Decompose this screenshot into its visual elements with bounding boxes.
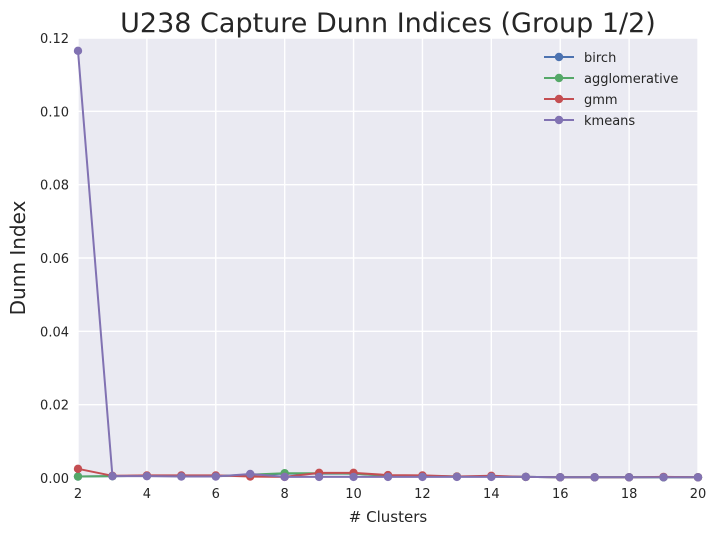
legend-entry-agglomerative: agglomerative <box>544 72 678 87</box>
data-point-kmeans <box>349 472 358 482</box>
series-kmeans <box>73 46 703 482</box>
x-tick-label: 6 <box>212 487 220 502</box>
chart-title: U238 Capture Dunn Indices (Group 1/2) <box>120 8 656 39</box>
data-point-kmeans <box>487 472 496 482</box>
x-tick-label: 8 <box>281 487 289 502</box>
legend-entry-birch: birch <box>544 51 616 66</box>
legend-label-kmeans: kmeans <box>584 114 635 129</box>
y-tick-label: 0.02 <box>40 399 69 414</box>
y-tick-label: 0.06 <box>40 252 69 267</box>
x-tick-label: 2 <box>74 487 82 502</box>
data-point-kmeans <box>246 469 255 479</box>
y-tick-label: 0.12 <box>40 32 69 47</box>
legend-label-birch: birch <box>584 51 616 66</box>
data-point-agglomerative <box>73 472 83 481</box>
data-point-gmm <box>73 464 83 474</box>
legend-entry-kmeans: kmeans <box>544 114 635 129</box>
legend-marker-agglomerative <box>554 73 564 83</box>
x-tick-label: 20 <box>690 487 707 502</box>
y-axis-title: Dunn Index <box>6 200 30 315</box>
data-point-kmeans <box>177 472 186 481</box>
legend-entry-gmm: gmm <box>544 93 618 108</box>
legend-marker-kmeans <box>554 115 564 125</box>
x-tick-label: 10 <box>345 487 362 502</box>
legend-label-gmm: gmm <box>584 93 618 108</box>
data-point-kmeans <box>108 471 117 481</box>
x-axis-title: # Clusters <box>349 508 428 526</box>
data-point-kmeans <box>521 472 530 482</box>
x-tick-label: 4 <box>143 487 151 502</box>
x-tick-label: 14 <box>483 487 500 502</box>
y-tick-label: 0.08 <box>40 179 69 194</box>
data-point-kmeans <box>314 472 324 482</box>
data-point-kmeans <box>624 473 634 482</box>
data-point-kmeans <box>659 473 668 482</box>
data-point-kmeans <box>280 472 289 482</box>
data-point-kmeans <box>211 472 220 481</box>
y-tick-label: 0.10 <box>40 105 69 120</box>
x-tick-label: 16 <box>552 487 569 502</box>
legend-marker-birch <box>554 52 564 62</box>
data-point-kmeans <box>556 473 565 482</box>
data-series <box>73 46 703 482</box>
x-tick-label: 18 <box>621 487 638 502</box>
legend-label-agglomerative: agglomerative <box>584 72 678 87</box>
legend: birch agglomerative gmm kmeans <box>544 51 678 129</box>
tick-labels: 2 4 6 8 10 12 14 16 18 20 0.00 0.02 0.04 0.06 0.08 0.10… <box>40 32 706 502</box>
y-tick-label: 0.04 <box>40 325 69 340</box>
legend-marker-gmm <box>554 94 564 104</box>
data-point-kmeans <box>452 472 462 482</box>
data-point-kmeans <box>383 472 393 482</box>
data-point-kmeans <box>73 46 83 56</box>
data-point-kmeans <box>693 473 703 482</box>
data-point-kmeans <box>590 473 599 482</box>
data-point-kmeans <box>418 472 427 482</box>
y-tick-label: 0.00 <box>40 472 69 487</box>
x-tick-label: 12 <box>414 487 431 502</box>
data-point-kmeans <box>142 471 152 481</box>
